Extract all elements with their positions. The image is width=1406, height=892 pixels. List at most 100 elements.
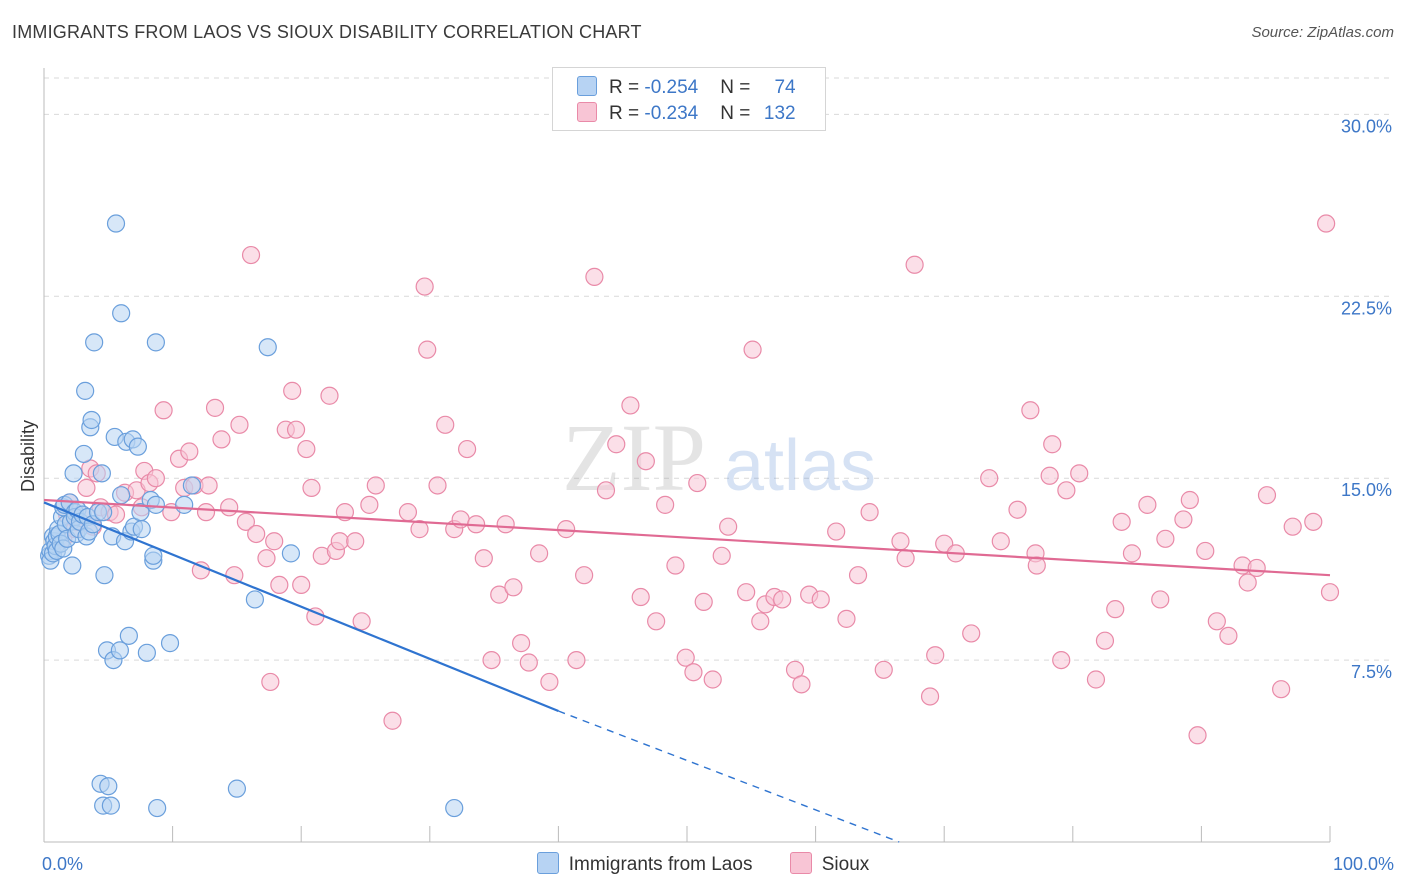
sioux-point [719,517,738,536]
sioux-point [496,515,515,534]
laos-point [94,503,113,522]
sioux-point [1043,435,1062,454]
sioux-point [457,439,477,459]
legend-swatch-laos [577,76,597,96]
sioux-point [1219,626,1238,645]
sioux-point [1247,558,1266,578]
sioux-point [896,549,915,568]
laos-point [101,796,120,815]
sioux-point [596,481,616,500]
sioux-point [418,340,437,359]
laos-point [227,779,246,798]
laos-point [99,777,118,796]
sioux-point [220,498,239,517]
laos-point [281,544,301,563]
bottom-legend: Immigrants from Laos Sioux [0,852,1406,876]
bottom-legend-sioux: Sioux [789,852,869,876]
laos-point [95,566,114,585]
sioux-point [703,670,722,689]
sioux-point [575,566,594,585]
x-tick-label: 0.0% [42,854,83,874]
trend-lines [43,498,1331,843]
sioux-point [474,549,493,568]
bottom-legend-swatch-sioux [789,852,812,874]
sioux-point [891,532,910,551]
sioux-point [360,495,379,514]
sioux-point [1151,590,1170,609]
sioux-point [737,583,756,602]
laos-point [148,798,167,818]
laos-point [445,798,464,818]
sioux-point [199,476,218,495]
watermark-atlas: atlas [724,426,876,506]
sioux-point [383,711,402,730]
sioux-point [410,520,429,539]
chart-title: IMMIGRANTS FROM LAOS VS SIOUX DISABILITY… [12,22,642,42]
tick-labels: 7.5% 15.0% 22.5% 30.0% 0.0% 100.0% [42,116,1394,874]
bottom-legend-label-laos: Immigrants from Laos [568,854,753,875]
sioux-point [1272,680,1291,699]
sioux-point [1174,510,1193,529]
laos-point [137,643,156,662]
sioux-point [676,648,695,667]
y-tick-label: 30.0% [1341,116,1392,136]
sioux-point [905,255,924,274]
legend-row-sioux: R = -0.234 N = 132 [577,102,796,128]
laos-point [112,304,131,323]
sioux-point [398,503,418,522]
sioux-point [1021,401,1040,420]
sioux-point [1238,573,1257,592]
sioux-point [257,549,276,568]
legend-row-laos: R = -0.254 N = 74 [577,76,796,102]
sioux-point [247,524,266,544]
laos-point [132,520,151,539]
sioux-point [1317,214,1336,233]
legend-n-label: N = [720,103,756,124]
sioux-point [1257,486,1277,505]
legend-r-label: R = [609,77,645,98]
sioux-point [330,532,349,551]
sioux-point [512,634,531,653]
series-laos [40,214,464,818]
sioux-point [1027,556,1046,575]
laos-point [64,464,83,483]
sioux-point [647,612,666,631]
sioux-point [621,396,640,415]
sioux-point [504,578,523,597]
laos-point [160,634,180,653]
sioux-point [366,476,385,495]
legend-r-value-sioux: -0.234 [644,103,699,124]
laos-point [110,641,129,660]
sioux-point [415,277,434,296]
sioux-point [1095,631,1115,650]
trend-line-laos [43,501,559,713]
laos-point [119,626,138,645]
laos-point [92,464,111,483]
laos-point [85,333,104,352]
laos-point [74,444,93,464]
legend-swatch-sioux [577,102,597,122]
sioux-point [212,430,231,449]
y-tick-label: 7.5% [1351,662,1392,682]
sioux-point [1052,650,1071,670]
sioux-point [265,532,284,551]
sioux-point [827,522,846,541]
sioux-point [530,544,549,563]
sioux-point [436,415,455,434]
laos-point [63,556,82,575]
y-tick-label: 22.5% [1341,298,1392,318]
sioux-point [146,469,165,488]
sioux-point [180,442,199,461]
sioux-point [320,386,339,405]
sioux-point [1008,500,1027,519]
sioux-point [540,672,559,692]
series-sioux [54,214,1340,745]
sioux-point [205,398,225,417]
legend-n-value-sioux: 132 [763,103,796,124]
sioux-point [743,340,762,359]
sioux-point [261,672,280,692]
laos-point [146,495,165,514]
sioux-point [860,503,879,522]
sioux-point [236,512,256,531]
sioux-point [77,478,96,497]
